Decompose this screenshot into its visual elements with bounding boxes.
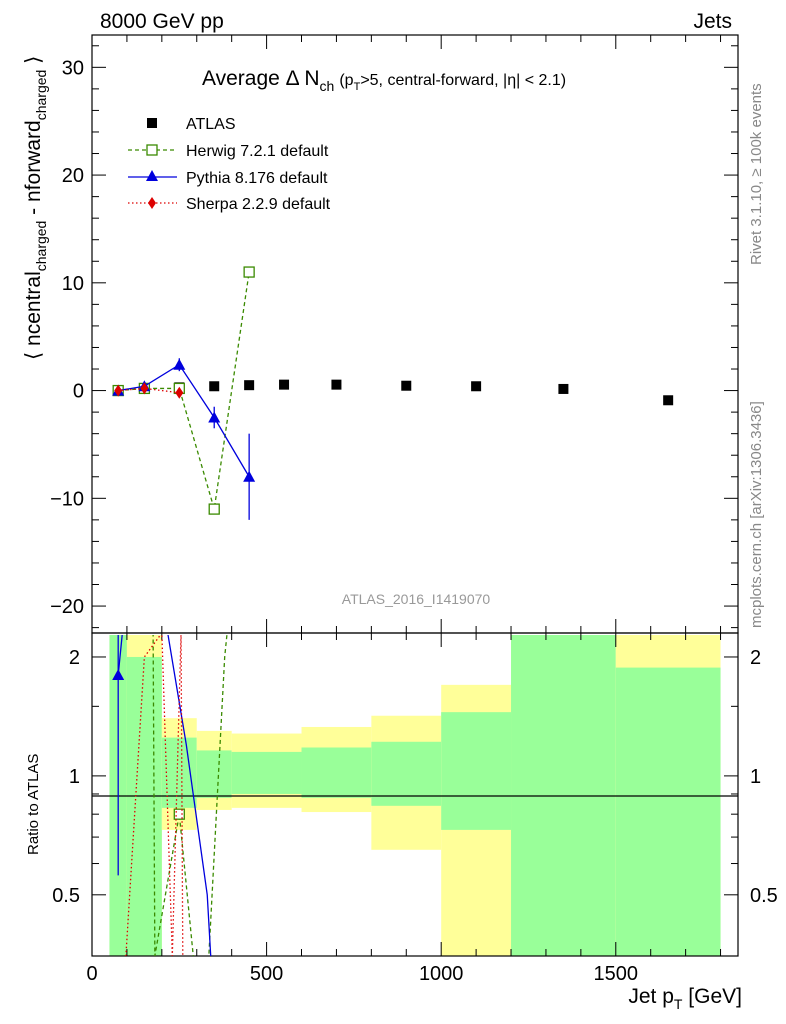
ylabel-c: charged: [33, 221, 49, 272]
atlas-point-3: [209, 381, 220, 392]
ytick-label-5: −20: [50, 596, 84, 618]
title-main: Average Δ N: [202, 67, 320, 90]
xtick-label-0: 0: [86, 963, 97, 985]
sherpa-point-0: [114, 384, 123, 397]
ratio-ytick-label-right-1: 1: [750, 766, 761, 788]
analysis-watermark: ATLAS_2016_I1419070: [342, 591, 491, 607]
chart-title: Average Δ Nch (pT>5, central-forward, |η|…: [202, 67, 566, 94]
xtick-label-3: 1500: [594, 963, 639, 985]
ratio-data: [112, 635, 228, 956]
legend-marker-sherpa: [148, 197, 156, 209]
atlas-point-9: [558, 383, 569, 394]
ytick-label-4: −10: [50, 488, 84, 510]
band-green-2: [161, 737, 197, 808]
ratio-ytick-label-left-0: 2: [69, 647, 80, 669]
sherpa-point-1: [140, 382, 149, 395]
band-green-8: [511, 635, 616, 956]
ratio-ytick-label-right-2: 0.5: [750, 885, 778, 907]
ytick-label-2: 10: [62, 273, 84, 295]
legend-marker-pythia: [146, 170, 158, 181]
ratio-ytick-label-right-0: 2: [750, 647, 761, 669]
xlabel: Jet pT [GeV]: [628, 985, 742, 1012]
atlas-point-10: [663, 395, 674, 406]
ylabel-d: - n: [22, 190, 45, 220]
ratio-line-1: [117, 635, 212, 956]
legend: ATLAS Herwig 7.2.1 default Pythia 8.176 …: [128, 116, 331, 213]
band-green-4: [231, 751, 302, 794]
sherpa-point-2: [175, 386, 184, 399]
atlas-point-6: [331, 379, 342, 390]
title-sub: ch: [320, 78, 335, 94]
side-rivet: Rivet 3.1.10, ≥ 100k events: [748, 83, 765, 265]
legend-marker-atlas: [147, 118, 157, 128]
ytick-label-3: 0: [73, 381, 84, 403]
ratio-ytick-label-left-2: 0.5: [52, 885, 80, 907]
xlabel-sub: T: [674, 996, 683, 1012]
legend-label-sherpa: Sherpa 2.2.9 default: [186, 196, 331, 213]
ylabel-f: charged: [33, 70, 49, 121]
ylabel-e: forward: [22, 120, 45, 190]
main-ticks: 30 20 10 0 −10 −20: [50, 35, 738, 633]
band-green-3: [196, 750, 232, 798]
main-data: [112, 266, 674, 520]
ratio-ytick-label-left-1: 1: [69, 766, 80, 788]
ratio-ylabel: Ratio to ATLAS: [25, 754, 42, 855]
band-green-1: [126, 656, 162, 956]
ylabel-a: ⟨ n: [22, 334, 45, 360]
title-rest: (p: [339, 72, 353, 89]
series-line-3: [118, 387, 180, 394]
pythia-point-4: [243, 470, 256, 482]
ytick-label-0: 30: [62, 57, 84, 79]
atlas-point-8: [471, 381, 482, 392]
ratio-pythia-point: [112, 669, 125, 681]
atlas-point-5: [279, 379, 290, 390]
ratio-ticks: 2 2 1 1 0.5 0.5 0 500 1000 1500: [52, 633, 778, 985]
xlabel-b: [GeV]: [682, 985, 742, 1008]
xtick-label-2: 1000: [419, 963, 464, 985]
side-mcplots: mcplots.cern.ch [arXiv:1306.3436]: [748, 401, 765, 628]
legend-label-atlas: ATLAS: [186, 116, 236, 133]
herwig-point-3: [208, 503, 220, 515]
band-green-6: [371, 741, 442, 806]
ratio-frame: [91, 632, 739, 957]
ylabel-g: ⟩: [22, 56, 45, 70]
ratio-bands: [109, 635, 721, 956]
main-ylabel: ⟨ ncentralcharged - nforwardcharged ⟩: [22, 56, 49, 360]
series-line-2: [118, 363, 250, 478]
legend-marker-herwig: [146, 144, 158, 156]
header-left: 8000 GeV pp: [100, 10, 224, 33]
atlas-point-4: [244, 380, 255, 391]
title-rest-sub: T: [354, 81, 361, 93]
ratio-line-0: [152, 635, 228, 956]
band-green-9: [615, 667, 721, 956]
xtick-label-1: 500: [250, 963, 283, 985]
title-tail: >5, central-forward, |η| < 2.1): [360, 72, 566, 89]
ylabel-b: central: [22, 271, 45, 334]
pythia-point-3: [208, 411, 221, 423]
legend-label-pythia: Pythia 8.176 default: [186, 170, 328, 187]
band-green-5: [301, 747, 372, 798]
xlabel-a: Jet p: [628, 985, 674, 1008]
series-line-1: [118, 271, 250, 510]
atlas-point-7: [401, 380, 412, 391]
herwig-point-4: [243, 266, 255, 278]
ytick-label-1: 20: [62, 165, 84, 187]
legend-label-herwig: Herwig 7.2.1 default: [186, 143, 329, 160]
band-green-7: [441, 712, 512, 830]
pythia-point-2: [173, 358, 186, 370]
ratio-herwig-point: [173, 808, 185, 820]
header-right: Jets: [693, 10, 732, 33]
